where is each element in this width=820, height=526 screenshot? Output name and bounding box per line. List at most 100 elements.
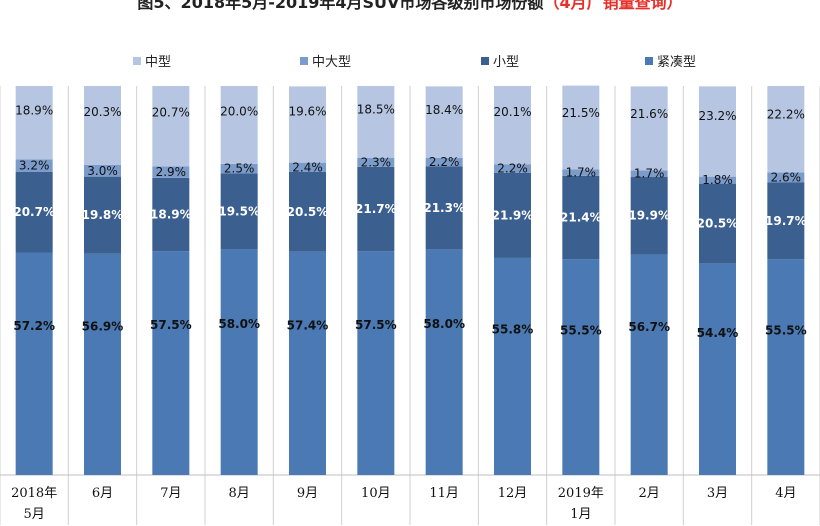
bar-stack bbox=[767, 86, 805, 475]
chart-title-highlight: （4月广销量查询） bbox=[543, 0, 683, 12]
data-label: 57.4% bbox=[287, 318, 329, 332]
bar-segment bbox=[152, 251, 190, 475]
data-label: 21.4% bbox=[560, 210, 602, 224]
bar-segment bbox=[562, 175, 600, 260]
bar-segment bbox=[562, 259, 600, 475]
data-label: 20.5% bbox=[697, 217, 739, 231]
bar-segment bbox=[289, 162, 326, 172]
bar-segment bbox=[494, 172, 531, 258]
data-label: 57.5% bbox=[150, 318, 192, 332]
bar-segment bbox=[357, 157, 395, 167]
data-label: 58.0% bbox=[218, 317, 260, 331]
bar-segment bbox=[767, 86, 805, 173]
data-label: 2.4% bbox=[292, 160, 323, 174]
bar-segment bbox=[699, 176, 736, 184]
data-label: 20.5% bbox=[287, 205, 329, 219]
data-label: 20.3% bbox=[83, 105, 121, 119]
data-label: 19.8% bbox=[82, 208, 124, 222]
data-label: 18.5% bbox=[357, 103, 395, 117]
bar-segment bbox=[220, 173, 258, 250]
bar-segment bbox=[220, 163, 258, 174]
legend-label: 小型 bbox=[493, 55, 519, 70]
data-label: 2.9% bbox=[156, 165, 187, 179]
category-label: 6月 bbox=[92, 486, 113, 501]
data-label: 3.0% bbox=[87, 164, 118, 178]
bar-segment bbox=[425, 166, 463, 250]
data-label: 56.7% bbox=[628, 320, 670, 334]
data-label: 1.7% bbox=[566, 166, 597, 180]
legend-label: 紧凑型 bbox=[657, 55, 696, 70]
data-label: 3.2% bbox=[19, 159, 50, 173]
data-label: 22.2% bbox=[767, 107, 805, 121]
category-label: 2019年 bbox=[558, 486, 604, 501]
bar-segment bbox=[84, 86, 121, 165]
data-label: 2.2% bbox=[497, 161, 528, 175]
category-label: 3月 bbox=[707, 486, 728, 501]
bar-segment bbox=[562, 85, 600, 170]
data-label: 55.5% bbox=[765, 323, 807, 337]
bar-segment bbox=[220, 249, 258, 475]
bar-segment bbox=[15, 159, 53, 172]
bar-segment bbox=[630, 86, 668, 171]
bar-segment bbox=[357, 86, 395, 158]
data-label: 21.5% bbox=[562, 106, 600, 120]
legend-swatch bbox=[300, 57, 308, 65]
data-label: 21.9% bbox=[492, 208, 534, 222]
bar-segment bbox=[220, 86, 258, 164]
category-label: 2018年 bbox=[11, 486, 57, 501]
legend-item: 中型 bbox=[133, 55, 171, 70]
data-label: 58.0% bbox=[423, 317, 465, 331]
data-label: 21.6% bbox=[630, 107, 668, 121]
category-label: 2月 bbox=[639, 486, 660, 501]
bar-segment bbox=[767, 182, 805, 260]
category-label: 12月 bbox=[498, 486, 528, 501]
data-label: 18.9% bbox=[15, 103, 53, 117]
category-label: 5月 bbox=[24, 507, 45, 522]
bar-segment bbox=[630, 254, 668, 475]
bar-segment bbox=[152, 177, 190, 252]
data-label: 21.7% bbox=[355, 202, 397, 216]
chart-title-main: 图5、2018年5月-2019年4月SUV市场各级别市场份额 bbox=[137, 0, 544, 12]
data-label: 19.6% bbox=[288, 105, 326, 119]
bar-segment bbox=[562, 169, 600, 176]
data-label: 20.0% bbox=[220, 105, 258, 119]
data-label: 54.4% bbox=[697, 326, 739, 340]
bar-segment bbox=[15, 252, 53, 475]
data-label: 19.7% bbox=[765, 214, 807, 228]
legend-item: 小型 bbox=[481, 55, 519, 70]
category-label: 11月 bbox=[429, 486, 459, 501]
category-label: 1月 bbox=[570, 507, 591, 522]
bar-segment bbox=[289, 251, 326, 475]
bar-segment bbox=[699, 263, 736, 475]
data-label: 2.3% bbox=[361, 155, 392, 169]
bar-segment bbox=[84, 253, 121, 475]
bar-stack bbox=[425, 86, 463, 475]
bar-segment bbox=[699, 86, 736, 177]
bar-segment bbox=[289, 86, 326, 163]
data-label: 57.5% bbox=[355, 318, 397, 332]
bar-stack bbox=[562, 85, 600, 475]
data-label: 2.5% bbox=[224, 162, 255, 176]
data-label: 20.7% bbox=[13, 205, 55, 219]
legend-swatch bbox=[133, 57, 141, 65]
legend-item: 紧凑型 bbox=[645, 55, 696, 70]
bar-segment bbox=[289, 171, 326, 252]
category-label: 4月 bbox=[775, 486, 796, 501]
bar-stack bbox=[220, 86, 258, 475]
legend-label: 中大型 bbox=[312, 55, 351, 70]
bar-stack bbox=[289, 86, 326, 475]
bar-stack bbox=[84, 86, 121, 475]
data-label: 18.9% bbox=[150, 208, 192, 222]
bar-stack bbox=[152, 86, 190, 475]
data-label: 1.8% bbox=[702, 173, 733, 187]
bar-segment bbox=[494, 164, 531, 173]
bar-stack bbox=[699, 86, 736, 475]
data-label: 19.9% bbox=[628, 209, 670, 223]
legend-swatch bbox=[481, 57, 489, 65]
bar-segment bbox=[357, 251, 395, 475]
bar-segment bbox=[425, 86, 463, 158]
chart-title: 图5、2018年5月-2019年4月SUV市场各级别市场份额（4月广销量查询） bbox=[0, 0, 820, 13]
data-label: 20.7% bbox=[152, 106, 190, 120]
